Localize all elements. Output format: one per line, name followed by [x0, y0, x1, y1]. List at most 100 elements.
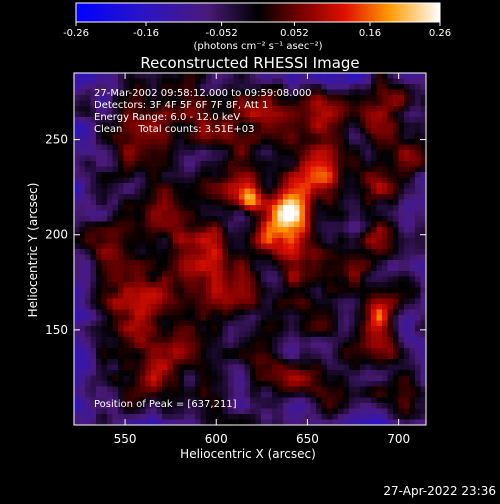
heatmap-cell — [371, 232, 377, 239]
heatmap-cell — [244, 177, 251, 184]
heatmap-cell — [123, 403, 130, 409]
heatmap-cell — [129, 227, 135, 233]
heatmap-cell — [140, 100, 146, 107]
heatmap-cell — [272, 254, 278, 261]
heatmap-cell — [338, 188, 344, 195]
heatmap-cell — [283, 287, 289, 294]
heatmap-cell — [393, 293, 399, 299]
heatmap-cell — [228, 89, 234, 96]
heatmap-cell — [123, 408, 130, 415]
heatmap-cell — [140, 282, 146, 288]
heatmap-cell — [184, 84, 190, 90]
heatmap-cell — [277, 392, 284, 398]
heatmap-cell — [200, 260, 207, 266]
heatmap-cell — [189, 249, 196, 255]
heatmap-cell — [294, 95, 300, 101]
heatmap-cell — [288, 89, 295, 96]
heatmap-cell — [156, 249, 163, 255]
heatmap-cell — [398, 298, 405, 305]
heatmap-cell — [338, 381, 344, 387]
heatmap-cell — [349, 342, 355, 349]
heatmap-cell — [321, 298, 328, 305]
heatmap-cell — [189, 139, 196, 145]
heatmap-cell — [393, 161, 399, 167]
heatmap-cell — [255, 199, 262, 206]
heatmap-cell — [360, 95, 366, 101]
heatmap-cell — [222, 386, 229, 393]
heatmap-cell — [343, 370, 350, 376]
heatmap-cell — [222, 216, 229, 222]
heatmap-cell — [178, 183, 185, 189]
heatmap-cell — [79, 287, 86, 294]
heatmap-cell — [129, 348, 135, 354]
heatmap-cell — [415, 320, 421, 327]
heatmap-cell — [178, 320, 185, 327]
heatmap-cell — [112, 188, 119, 195]
heatmap-cell — [200, 73, 207, 79]
heatmap-cell — [283, 166, 289, 173]
heatmap-cell — [332, 392, 339, 398]
heatmap-cell — [79, 183, 86, 189]
heatmap-cell — [222, 238, 229, 244]
heatmap-cell — [206, 122, 212, 129]
heatmap-cell — [162, 408, 168, 415]
heatmap-cell — [415, 282, 421, 288]
heatmap-cell — [233, 298, 240, 305]
heatmap-cell — [228, 144, 234, 151]
heatmap-cell — [189, 183, 196, 189]
heatmap-cell — [255, 133, 262, 140]
heatmap-cell — [327, 133, 333, 140]
heatmap-cell — [376, 249, 383, 255]
heatmap-cell — [151, 122, 157, 129]
heatmap-cell — [107, 359, 113, 365]
heatmap-cell — [261, 315, 267, 321]
heatmap-cell — [222, 414, 229, 420]
heatmap-cell — [134, 260, 141, 266]
heatmap-cell — [140, 177, 146, 184]
heatmap-cell — [409, 293, 416, 299]
heatmap-cell — [233, 106, 240, 112]
heatmap-cell — [272, 309, 278, 316]
heatmap-cell — [85, 370, 91, 376]
heatmap-cell — [316, 89, 322, 96]
heatmap-cell — [321, 287, 328, 294]
heatmap-cell — [129, 331, 135, 338]
heatmap-cell — [261, 199, 267, 206]
heatmap-cell — [332, 359, 339, 365]
heatmap-cell — [178, 166, 185, 173]
heatmap-cell — [156, 73, 163, 79]
heatmap-cell — [140, 161, 146, 167]
heatmap-cell — [134, 293, 141, 299]
heatmap-cell — [354, 408, 361, 415]
heatmap-cell — [90, 397, 97, 404]
heatmap-cell — [321, 111, 328, 118]
heatmap-cell — [140, 298, 146, 305]
heatmap-cell — [162, 419, 168, 426]
heatmap-cell — [371, 331, 377, 338]
heatmap-cell — [151, 414, 157, 420]
heatmap-cell — [321, 227, 328, 233]
heatmap-cell — [79, 304, 86, 310]
heatmap-cell — [305, 315, 311, 321]
heatmap-cell — [239, 249, 245, 255]
heatmap-cell — [250, 370, 256, 376]
heatmap-cell — [96, 386, 102, 393]
heatmap-cell — [277, 353, 284, 360]
heatmap-cell — [299, 342, 306, 349]
heatmap-cell — [162, 111, 168, 118]
heatmap-cell — [107, 315, 113, 321]
heatmap-cell — [277, 194, 284, 200]
heatmap-cell — [305, 177, 311, 184]
heatmap-cell — [404, 408, 410, 415]
heatmap-cell — [250, 177, 256, 184]
heatmap-cell — [200, 161, 207, 167]
heatmap-cell — [415, 95, 421, 101]
heatmap-cell — [294, 78, 300, 85]
heatmap-cell — [228, 133, 234, 140]
heatmap-cell — [101, 205, 108, 211]
heatmap-cell — [250, 265, 256, 272]
heatmap-cell — [134, 216, 141, 222]
heatmap-cell — [338, 238, 344, 244]
heatmap-cell — [420, 353, 427, 360]
heatmap-cell — [85, 221, 91, 228]
